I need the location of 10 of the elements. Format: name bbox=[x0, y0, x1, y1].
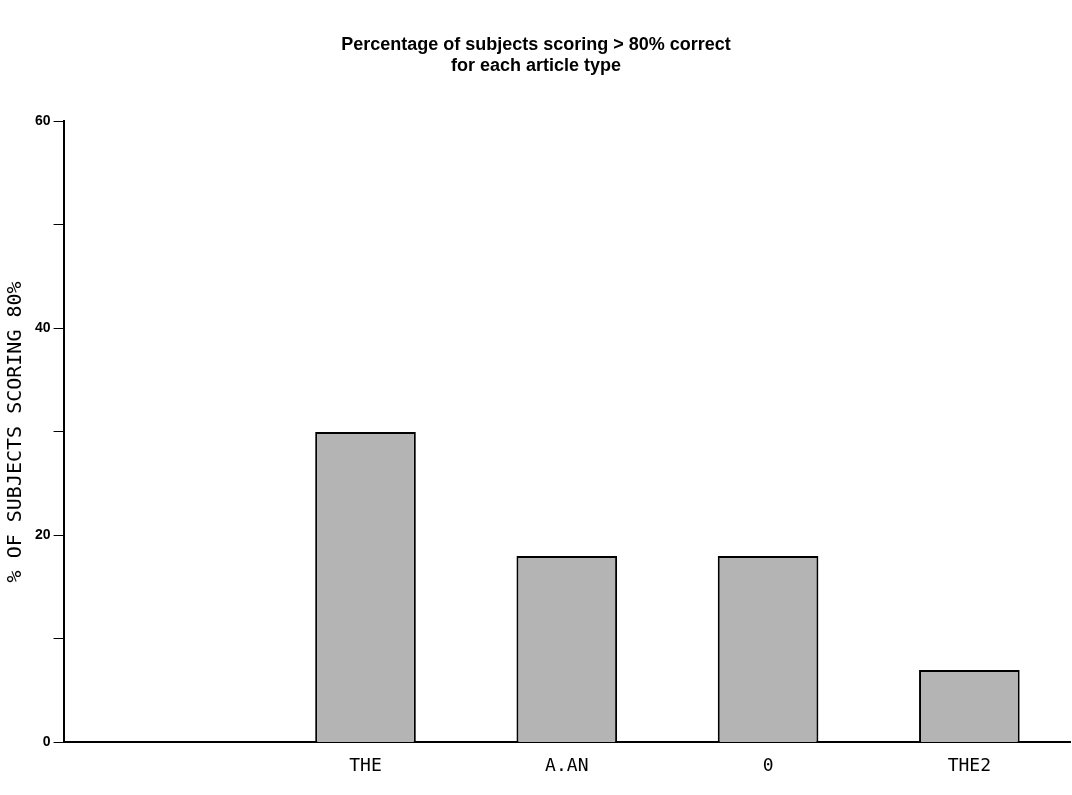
chart-title: Percentage of subjects scoring > 80% correct for each article type bbox=[340, 34, 732, 76]
x-tick-label: 0 bbox=[762, 753, 774, 775]
x-tick-label: THE2 bbox=[947, 753, 992, 775]
y-axis-title: % OF SUBJECTS SCORING 80% bbox=[2, 281, 27, 583]
x-tick-label: A.AN bbox=[545, 753, 589, 775]
y-tick-label: 40 bbox=[34, 319, 51, 336]
x-tick-label: THE bbox=[349, 753, 382, 775]
y-tick-label: 0 bbox=[42, 733, 51, 750]
y-tick-label: 60 bbox=[34, 112, 51, 129]
y-tick-label: 20 bbox=[34, 526, 51, 543]
